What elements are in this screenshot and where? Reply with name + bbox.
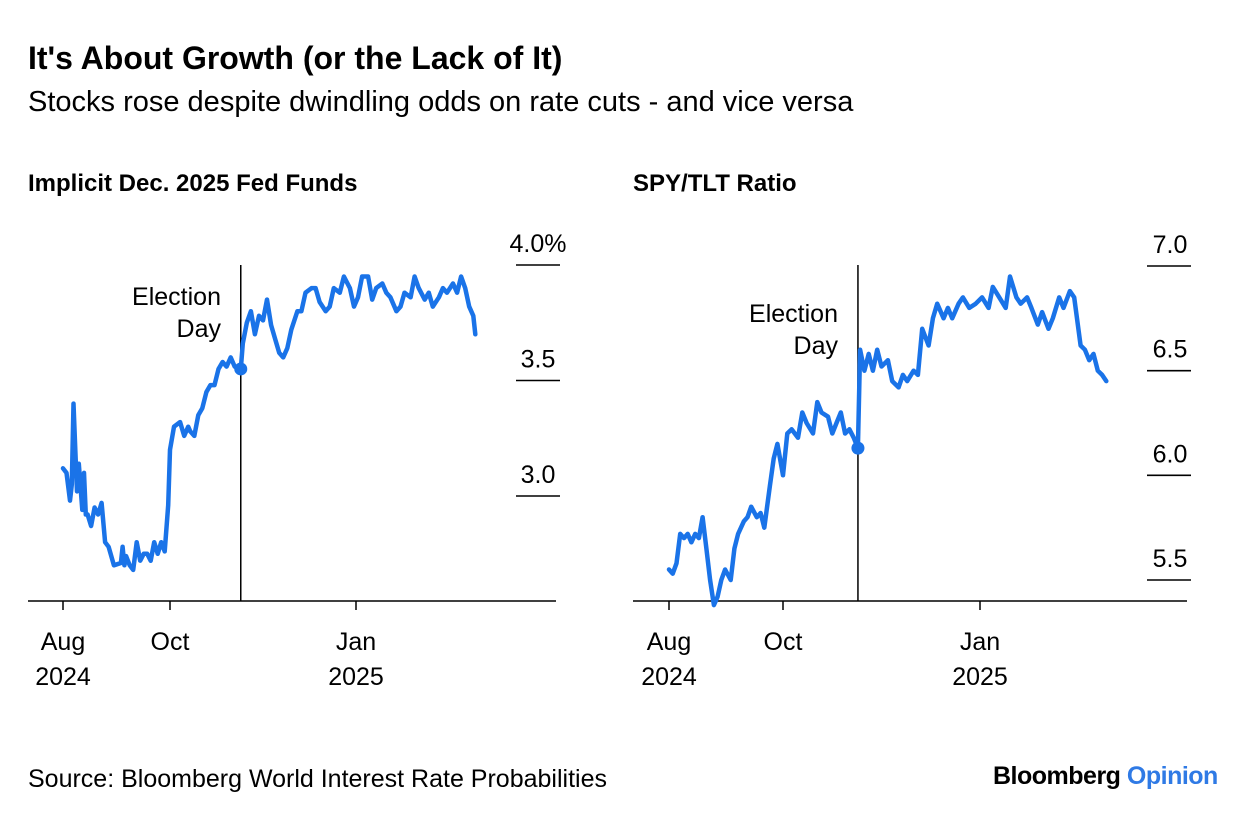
right-x-tick-year: 2025 (952, 663, 1008, 691)
left-x-tick-year: 2024 (35, 663, 91, 691)
fed-funds-chart: Aug 2024 Oct Jan 2025 3.0 3.5 4.0% Election Day (28, 230, 567, 691)
right-x-tick-label: Oct (764, 628, 803, 656)
right-y-tick-label: 7.0 (1153, 231, 1188, 259)
right-election-label: Day (794, 332, 839, 360)
left-election-marker (234, 362, 248, 376)
right-series-line (666, 274, 1109, 608)
spy-tlt-chart: Aug 2024 Oct Jan 2025 5.5 6.0 6.5 7.0 Election Day (633, 231, 1191, 691)
left-y-tick-label: 3.0 (521, 461, 556, 489)
left-election-label: Day (177, 315, 222, 343)
brand-logo: Bloomberg Opinion (993, 762, 1218, 791)
left-x-tick-label: Oct (151, 628, 190, 656)
right-y-tick-label: 6.5 (1153, 336, 1188, 364)
right-election-marker (851, 441, 865, 455)
left-y-tick-label: 4.0% (510, 230, 567, 258)
right-x-tick-label: Jan (960, 628, 1000, 656)
right-x-tick-year: 2024 (641, 663, 697, 691)
left-x-tick-year: 2025 (328, 663, 384, 691)
source-note: Source: Bloomberg World Interest Rate Pr… (28, 765, 607, 793)
left-y-tick-label: 3.5 (521, 346, 556, 374)
right-x-tick-label: Aug (647, 628, 691, 656)
chart-subtitle: Stocks rose despite dwindling odds on ra… (28, 86, 854, 118)
left-chart-title: Implicit Dec. 2025 Fed Funds (28, 170, 358, 197)
left-election-label: Election (132, 283, 221, 311)
right-y-tick-label: 5.5 (1153, 545, 1188, 573)
left-x-tick-label: Aug (41, 628, 85, 656)
brand-name: Bloomberg (993, 762, 1121, 790)
left-x-tick-label: Jan (336, 628, 376, 656)
chart-title-main: It's About Growth (or the Lack of It) (28, 40, 563, 76)
right-chart-title: SPY/TLT Ratio (633, 170, 797, 197)
right-election-label: Election (749, 300, 838, 328)
right-y-tick-label: 6.0 (1153, 440, 1188, 468)
brand-suffix: Opinion (1126, 762, 1218, 790)
